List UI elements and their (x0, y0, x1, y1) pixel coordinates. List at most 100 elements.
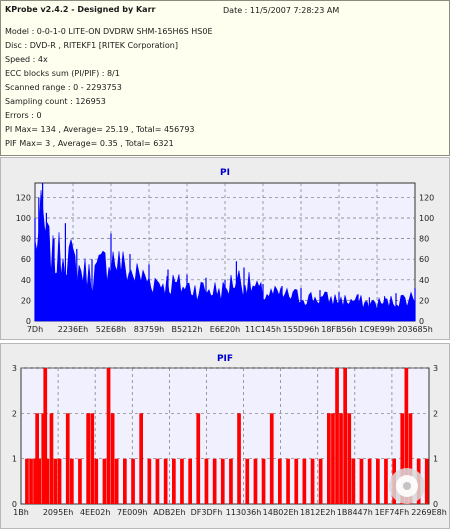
info-disc: Disc : DVD-R , RITEKF1 [RITEK Corporatio… (5, 41, 178, 50)
pif-bar (237, 413, 241, 504)
pif-ytick-right: 3 (433, 364, 438, 373)
pif-bar (102, 458, 107, 504)
pif-bar (269, 413, 274, 504)
pif-chart: PIF 0 0 1 1 2 2 3 3 1Bh 2095Eh 4EE02h 7E009h ADB2Eh DF… (12, 354, 447, 517)
pif-ytick-right: 1 (433, 455, 438, 464)
pif-bar (114, 458, 119, 504)
info-speed: Speed : 4x (5, 55, 48, 64)
pif-bar (155, 458, 160, 504)
pif-bar (376, 458, 380, 504)
pi-ytick-right: 120 (419, 193, 434, 202)
pif-bar (53, 458, 58, 504)
pi-xtick-label: 52E68h (96, 325, 126, 334)
pif-bar (188, 458, 192, 504)
pif-bar (278, 458, 282, 504)
pif-bar (57, 458, 62, 504)
pif-bar (302, 458, 307, 504)
pi-xtick-label: 11C145h (245, 325, 281, 334)
pi-ytick-right: 80 (419, 235, 429, 244)
pi-xtick-label: 155D96h (283, 325, 320, 334)
pif-bar (408, 413, 413, 504)
pif-bar (404, 368, 409, 504)
pi-chart-title: PI (220, 168, 230, 178)
pif-bar (94, 458, 99, 504)
pif-xtick-label: 2269E8h (411, 508, 447, 517)
info-pif-summary: PIF Max= 3 , Average= 0.35 , Total= 6321 (5, 139, 174, 148)
pif-bar (131, 458, 135, 504)
info-model: Model : 0-0-1-0 LITE-ON DVDRW SHM-165H6S… (5, 27, 213, 36)
pif-chart-title: PIF (217, 354, 233, 364)
pif-bar (212, 458, 217, 504)
pif-chart-panel: PIF 0 0 1 1 2 2 3 3 1Bh 2095Eh 4EE02h 7E009h ADB2Eh DF… (0, 343, 450, 529)
pif-bar (318, 458, 323, 504)
pi-ytick-left: 100 (16, 214, 31, 223)
pi-ytick-left: 60 (21, 255, 31, 264)
info-sampling: Sampling count : 126953 (5, 97, 106, 106)
pif-bar (37, 458, 41, 504)
pi-xtick-label: 7Dh (27, 325, 43, 334)
pif-bar (78, 458, 82, 504)
info-range: Scanned range : 0 - 2293753 (5, 83, 122, 92)
pif-bar (123, 458, 127, 504)
pif-bar (351, 458, 356, 504)
pif-bar (367, 458, 372, 504)
pif-bar (49, 413, 54, 504)
pi-ytick-right: 100 (419, 214, 434, 223)
pi-xtick-label: 83759h (134, 325, 165, 334)
pi-xtick-label: 18FB56h (321, 325, 357, 334)
pi-ytick-right: 40 (419, 276, 429, 285)
pi-ytick-left: 80 (21, 235, 31, 244)
info-panel: KProbe v2.4.2 - Designed by Karr Date : … (0, 0, 450, 156)
pi-ytick-left: 20 (21, 296, 31, 305)
pi-ytick-right: 20 (419, 296, 429, 305)
pif-ytick-right: 2 (433, 409, 438, 418)
pif-ytick-left: 1 (12, 455, 17, 464)
pif-bar (400, 413, 405, 504)
pif-bar (25, 458, 29, 504)
info-pi-summary: PI Max= 134 , Average= 25.19 , Total= 45… (5, 125, 195, 134)
pif-bar (343, 368, 347, 504)
pif-xtick-label: 1Bh (13, 508, 29, 517)
pif-bar (45, 458, 50, 504)
pif-bar (35, 413, 39, 504)
pif-bar (245, 458, 250, 504)
pif-bar (196, 413, 201, 504)
pif-ytick-left: 2 (12, 409, 17, 418)
pif-bar (294, 458, 299, 504)
pif-bar (29, 458, 33, 504)
pif-bar (327, 413, 331, 504)
pi-chart: PI 0 0 20 20 40 40 60 60 80 80 100 100 120 120 7Dh 2236E… (16, 168, 435, 334)
pif-bar (163, 458, 168, 504)
pif-bar (110, 413, 115, 504)
pif-bar (147, 458, 152, 504)
pif-bar (70, 458, 74, 504)
pif-bar (106, 368, 111, 504)
pif-bar (41, 413, 46, 504)
pif-ytick-left: 3 (12, 364, 17, 373)
pif-ytick-right: 0 (433, 500, 438, 509)
pif-bar (86, 413, 90, 504)
pif-xtick-label: 7E009h (117, 508, 147, 517)
pif-bar (286, 458, 290, 504)
pif-bar (229, 458, 233, 504)
pif-bar (90, 413, 95, 504)
app-title: KProbe v2.4.2 - Designed by Karr (5, 5, 156, 14)
pif-xtick-label: 1812E2h (300, 508, 336, 517)
info-ecc: ECC blocks sum (PI/PIF) : 8/1 (5, 69, 120, 78)
pif-bar (424, 458, 429, 504)
pif-xtick-label: 14B02Eh (263, 508, 299, 517)
pif-bar (359, 458, 364, 504)
pif-bar (65, 413, 70, 504)
scan-date: Date : 11/5/2007 7:28:23 AM (223, 6, 340, 15)
pif-bar (204, 458, 209, 504)
pif-bar (310, 458, 315, 504)
pif-xtick-label: 113036h (226, 508, 262, 517)
pi-xtick-label: 1C9E99h (359, 325, 395, 334)
pi-xtick-label: 2236Eh (58, 325, 88, 334)
pi-chart-panel: PI 0 0 20 20 40 40 60 60 80 80 100 100 120 120 7Dh 2236E… (0, 157, 450, 340)
pi-xtick-label: E6E20h (210, 325, 240, 334)
pif-xtick-label: DF3DFh (191, 508, 223, 517)
pi-ytick-right: 60 (419, 255, 429, 264)
disc-logo-icon (389, 468, 425, 504)
pi-xtick-label: B5212h (172, 325, 203, 334)
